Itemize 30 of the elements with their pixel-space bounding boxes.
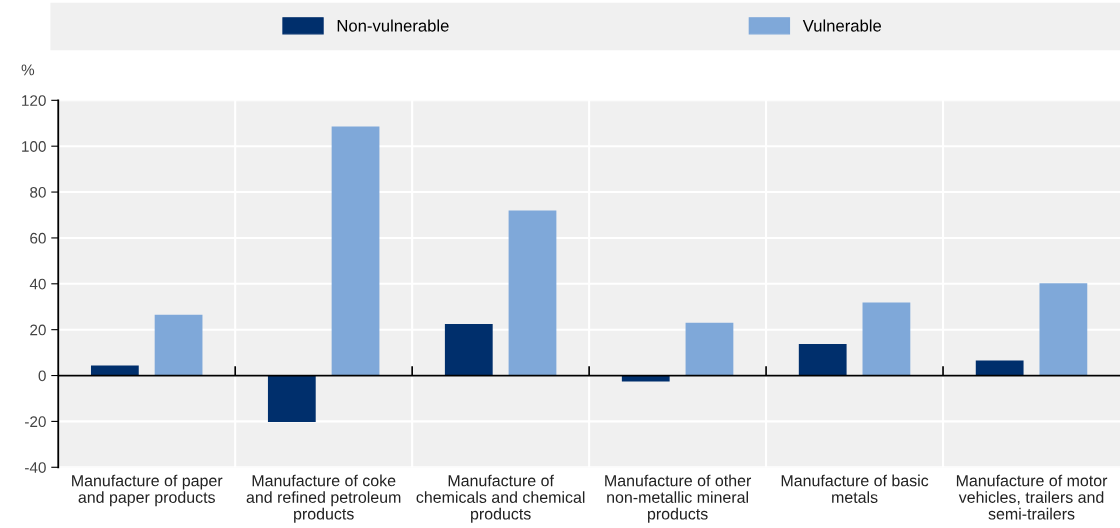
bar: [862, 302, 911, 376]
bar: [331, 126, 380, 376]
bar: [267, 375, 316, 423]
x-tick-label: Manufacture of other non-metallic mineral products: [605, 474, 752, 523]
y-tick-label: 20: [30, 324, 46, 336]
bar: [90, 365, 139, 376]
y-tick-label: 80: [30, 186, 46, 198]
y-tick-label: 60: [30, 232, 46, 244]
x-tick-label: Manufacture of basic metals: [781, 474, 929, 503]
bar: [621, 375, 670, 382]
x-tick-label: Manufacture of chemicals and chemical products: [416, 474, 585, 523]
x-tick-label: Manufacture of paper and paper products: [72, 474, 223, 507]
bar: [1039, 283, 1088, 376]
y-tick-label: -20: [25, 416, 46, 428]
y-axis-title: %: [21, 64, 35, 76]
legend-label: Non-vulnerable: [337, 19, 449, 32]
bar: [508, 210, 557, 376]
y-tick-label: 100: [22, 141, 46, 152]
x-tick-label: Manufacture of motor vehicles, trailers and semi-trailers: [956, 474, 1108, 520]
y-tick-label: 120: [22, 95, 46, 107]
legend-label: Vulnerable: [802, 19, 882, 32]
bar: [975, 360, 1024, 376]
bar: [444, 323, 493, 376]
bar: [685, 322, 734, 376]
y-tick-label: 0: [38, 370, 46, 382]
x-tick-label: Manufacture of coke and refined petroleum products: [246, 474, 401, 523]
bar: [798, 344, 847, 376]
y-tick-label: -40: [25, 462, 46, 473]
y-tick-label: 40: [29, 278, 46, 290]
bar: [154, 314, 203, 376]
